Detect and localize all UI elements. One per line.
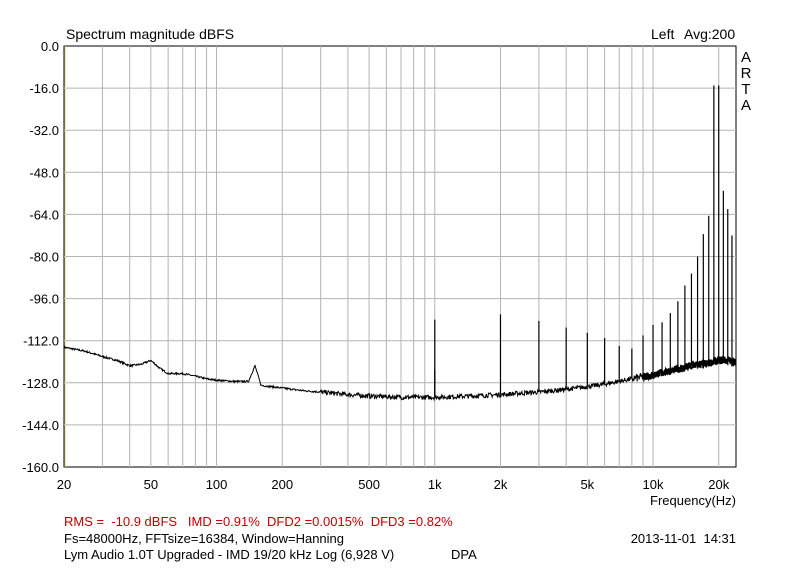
brand-letter: A	[741, 97, 751, 114]
y-tick-label: -112.0	[23, 334, 59, 349]
y-axis-ticks: 0.0 -16.0 -32.0 -48.0 -64.0 -80.0 -96.0 -112.0 -…	[22, 39, 59, 475]
device-tag: DPA	[451, 547, 477, 562]
x-tick-label: 1k	[428, 477, 442, 492]
y-tick-label: -128.0	[22, 376, 59, 391]
x-tick-label: 10k	[643, 477, 664, 492]
chart-title: Spectrum magnitude dBFS	[66, 26, 234, 42]
brand-letter: T	[741, 81, 750, 98]
x-tick-label: 50	[144, 477, 158, 492]
grid-lines	[64, 46, 736, 467]
y-tick-label: -96.0	[29, 292, 59, 307]
y-tick-label: -144.0	[22, 418, 59, 433]
x-tick-label: 20	[57, 477, 71, 492]
y-tick-label: -32.0	[29, 123, 59, 138]
y-tick-label: -160.0	[22, 460, 59, 475]
brand-letter: R	[741, 65, 752, 82]
series-layer	[63, 85, 737, 402]
x-tick-label: 5k	[580, 477, 594, 492]
y-tick-label: -16.0	[29, 81, 59, 96]
series-noise-floor	[63, 345, 737, 402]
x-axis-ticks: 20 50 100 200 500 1k 2k 5k 10k 20k	[57, 477, 730, 492]
x-tick-label: 500	[358, 477, 380, 492]
x-tick-label: 2k	[494, 477, 508, 492]
settings-line: Fs=48000Hz, FFTsize=16384, Window=Hannin…	[64, 531, 344, 546]
x-tick-label: 200	[271, 477, 293, 492]
x-tick-label: 20k	[708, 477, 729, 492]
y-tick-label: -64.0	[29, 207, 59, 222]
y-tick-label: -48.0	[29, 165, 59, 180]
x-tick-label: 100	[206, 477, 228, 492]
device-line: Lym Audio 1.0T Upgraded - IMD 19/20 kHz …	[64, 547, 394, 562]
series-noise-floor-dense	[642, 355, 737, 383]
y-tick-label: -80.0	[29, 250, 59, 265]
avg-label: Avg:200	[684, 26, 735, 42]
x-axis-label: Frequency(Hz)	[650, 493, 736, 508]
timestamp: 2013-11-01 14:31	[631, 531, 736, 546]
y-tick-label: 0.0	[41, 39, 59, 54]
channel-label: Left	[651, 26, 674, 42]
brand-letter: A	[741, 49, 751, 66]
stats-line: RMS = -10.9 dBFS IMD =0.91% DFD2 =0.0015…	[64, 514, 453, 529]
